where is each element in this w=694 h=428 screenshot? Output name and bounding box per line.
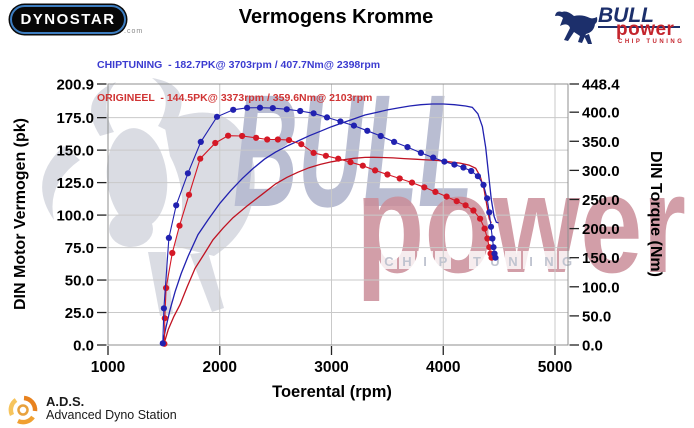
- svg-text:G: G: [562, 254, 572, 269]
- right-tick-label: 300.0: [582, 163, 620, 180]
- chiptuning-text-watermark: CHIPTUNING: [381, 251, 575, 269]
- left-tick-label: 125.0: [56, 175, 94, 192]
- svg-text:N: N: [544, 254, 553, 269]
- svg-text:N: N: [508, 254, 517, 269]
- left-tick-label: 0.0: [73, 338, 94, 355]
- plot-frame: [107, 83, 569, 346]
- left-tick-label: 200.9: [56, 77, 94, 94]
- x-tick-label: 5000: [538, 359, 572, 376]
- svg-text:T: T: [473, 254, 481, 269]
- legend-origineel: ORIGINEEL - 144.5PK@ 3373rpm / 359.6Nm@ …: [97, 92, 373, 104]
- page-title: Vermogens Kromme: [238, 6, 434, 28]
- left-tick-label: 75.0: [65, 240, 94, 257]
- dynostar-logo: DYNOSTAR: [10, 5, 126, 34]
- x-tick-label: 1000: [91, 359, 125, 376]
- svg-text:H: H: [402, 254, 411, 269]
- x-tick-label: 2000: [203, 359, 237, 376]
- curve-torque_chiptuning: [159, 104, 499, 347]
- y-axis-title-left: DIN Motor Vermogen (pk): [12, 118, 29, 310]
- x-tick-label: 3000: [314, 359, 348, 376]
- left-tick-label: 100.0: [56, 208, 94, 225]
- x-tick-label: 4000: [426, 359, 460, 376]
- ads-swirl-icon: [8, 395, 38, 425]
- curve-power_chiptuning: [162, 103, 499, 343]
- curves-layer: [159, 103, 499, 347]
- dynostar-logo-text: DYNOSTAR: [20, 11, 116, 28]
- right-tick-label: 448.4: [582, 77, 620, 94]
- bull-icon: [555, 11, 598, 44]
- power-text-watermark: power: [356, 145, 686, 302]
- right-tick-label: 400.0: [582, 105, 620, 122]
- ads-logo: A.D.S. Advanced Dyno Station: [8, 395, 177, 425]
- right-tick-label: 350.0: [582, 134, 620, 151]
- ads-full: Advanced Dyno Station: [46, 408, 177, 422]
- left-tick-label: 175.0: [56, 110, 94, 127]
- right-tick-label: 200.0: [582, 221, 620, 238]
- right-tick-label: 100.0: [582, 279, 620, 296]
- left-tick-label: 25.0: [65, 305, 94, 322]
- bull-mascot-watermark: [42, 78, 255, 316]
- bullpower-logo: BULL power CHIP TUNING: [552, 2, 688, 46]
- left-tick-label: 50.0: [65, 273, 94, 290]
- svg-text:C: C: [384, 254, 394, 269]
- left-tick-label: 150.0: [56, 143, 94, 160]
- legend: CHIPTUNING - 182.7PK@ 3703rpm / 407.7Nm@…: [97, 38, 380, 115]
- right-tick-label: 150.0: [582, 250, 620, 267]
- svg-text:I: I: [423, 254, 427, 269]
- right-tick-label: 250.0: [582, 192, 620, 209]
- legend-chiptuning: CHIPTUNING - 182.7PK@ 3703rpm / 407.7Nm@…: [97, 59, 381, 71]
- axes-layer: 200.9 175.0 150.0 125.0 100.0 75.0 50.0 25.0 0.0…: [56, 77, 620, 377]
- right-tick-label: 0.0: [582, 338, 603, 355]
- right-tick-label: 50.0: [582, 308, 611, 325]
- curve-torque_origineel: [161, 132, 495, 347]
- svg-text:U: U: [490, 254, 499, 269]
- y-axis-title-right: DIN Torque (Nm): [647, 151, 664, 277]
- svg-text:I: I: [529, 254, 533, 269]
- dynostar-domain: .com: [124, 28, 144, 35]
- bullpower-line1: BULL: [598, 5, 680, 28]
- bullpower-line3: CHIP TUNING: [618, 39, 685, 45]
- bullpower-line2: power: [616, 19, 675, 40]
- x-axis-title: Toerental (rpm): [272, 383, 392, 401]
- ads-abbr: A.D.S.: [46, 394, 85, 409]
